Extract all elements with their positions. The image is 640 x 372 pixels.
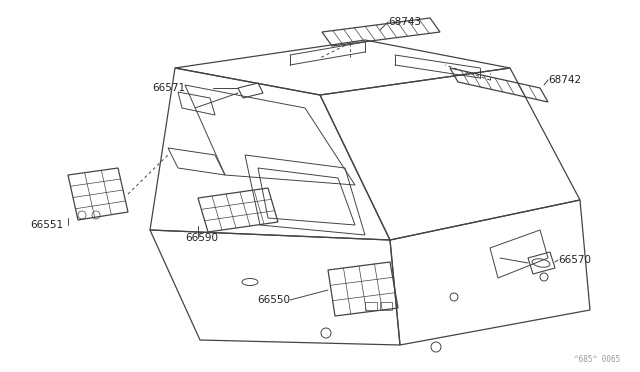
Text: 66571: 66571 — [152, 83, 185, 93]
Text: 66551: 66551 — [30, 220, 63, 230]
Text: 68743: 68743 — [388, 17, 421, 27]
Text: 66550: 66550 — [257, 295, 290, 305]
Text: 66590: 66590 — [185, 233, 218, 243]
Text: 68742: 68742 — [548, 75, 581, 85]
Text: 66570: 66570 — [558, 255, 591, 265]
Text: ^685^ 0065: ^685^ 0065 — [573, 356, 620, 365]
